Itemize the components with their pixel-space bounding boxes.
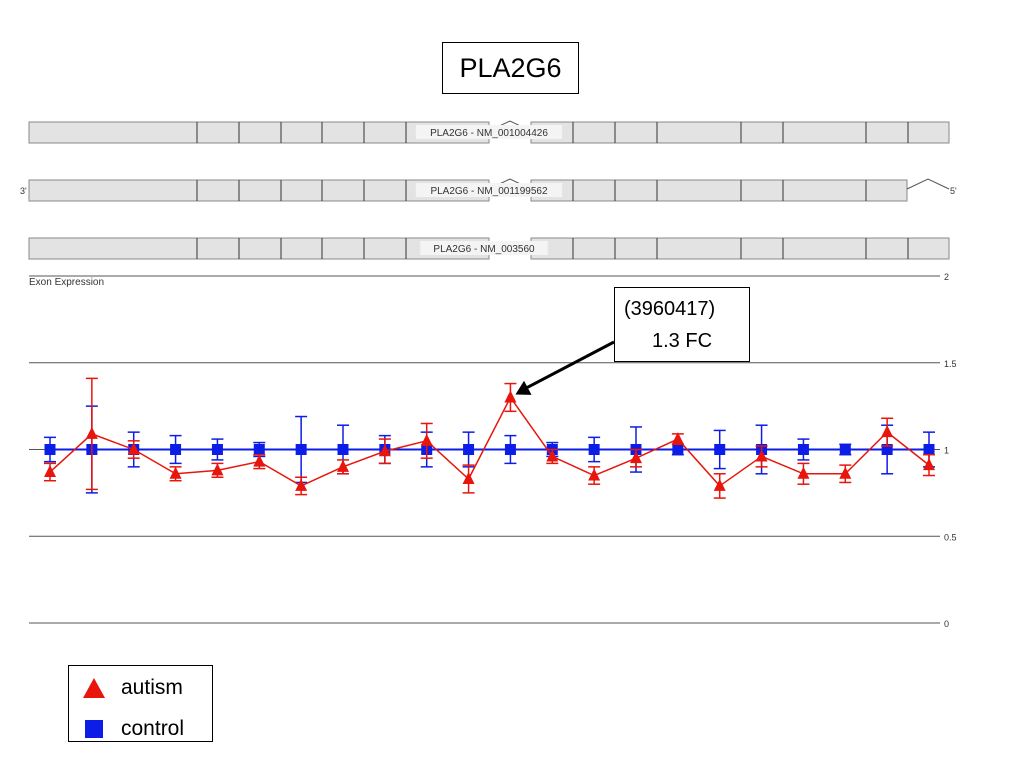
autism-point: [127, 442, 140, 455]
autism-point: [253, 454, 266, 467]
autism-point: [337, 459, 349, 472]
transcript-label: PLA2G6 - NM_001199562: [430, 186, 548, 197]
autism-point: [211, 463, 224, 476]
arrow-shaft: [524, 340, 615, 390]
gene-title: PLA2G6: [459, 52, 562, 83]
autism-point: [462, 471, 475, 484]
series-control: [44, 405, 935, 494]
autism-point: [713, 478, 726, 491]
intron-connector: [906, 178, 950, 190]
control-point: [295, 444, 307, 455]
arrow-head: [515, 380, 532, 395]
autism-point: [378, 444, 391, 457]
callout-probe-id: (3960417): [624, 298, 716, 320]
transcript-label-bg: [415, 183, 563, 197]
autism-point: [881, 425, 894, 438]
autism-point: [85, 426, 98, 439]
autism-line: [49, 396, 930, 487]
fold-change-callout: (3960417) 1.3 FC: [614, 287, 750, 362]
strand-end-label: 3': [20, 186, 27, 196]
autism-point: [295, 478, 308, 491]
exon-block: [28, 237, 490, 260]
exon-block: [530, 121, 950, 144]
y-tick-label: 1.5: [944, 359, 957, 369]
legend-item-autism: autism: [69, 673, 183, 703]
exon-expression-plot: Exon Expression 2 1.5 1 0.5 0: [29, 272, 957, 629]
control-point: [337, 444, 349, 455]
autism-point: [839, 466, 852, 479]
transcript-track: PLA2G6 - NM_001004426: [28, 120, 950, 144]
transcript-track: PLA2G6 - NM_003560: [28, 237, 950, 260]
legend-label-control: control: [121, 717, 185, 740]
gene-title-box: PLA2G6: [442, 42, 579, 94]
callout-fold-change: 1.3 FC: [652, 330, 713, 352]
legend: autism control: [68, 665, 213, 742]
triangle-marker-icon: [79, 673, 109, 703]
transcript-label: PLA2G6 - NM_003560: [433, 244, 535, 255]
transcript-tracks: PLA2G6 - NM_001004426 PLA2G6 - NM_0011995…: [20, 120, 957, 260]
control-point: [504, 444, 516, 455]
exon-block: [530, 179, 908, 202]
control-point: [253, 444, 265, 455]
control-point: [797, 444, 809, 455]
y-tick-label: 2: [944, 272, 949, 282]
autism-point: [797, 466, 810, 479]
autism-point: [588, 468, 601, 481]
control-point: [463, 444, 475, 455]
y-tick-label: 1: [944, 446, 949, 456]
plot-title: Exon Expression: [29, 277, 104, 288]
callout-arrow: [515, 340, 615, 395]
autism-point: [546, 449, 559, 462]
autism-point: [755, 449, 768, 462]
y-tick-label: 0: [944, 619, 949, 629]
exon-block: [530, 237, 950, 260]
control-point: [923, 444, 935, 455]
transcript-label-bg: [420, 241, 548, 255]
autism-point: [923, 458, 935, 471]
transcript-label-bg: [415, 125, 563, 139]
legend-label-autism: autism: [121, 676, 183, 699]
control-point: [211, 444, 223, 455]
autism-point: [630, 451, 642, 464]
transcript-track: PLA2G6 - NM_001199562 3' 5': [20, 178, 957, 202]
square-marker-icon: [79, 714, 109, 744]
strand-end-label: 5': [950, 186, 957, 196]
transcript-label: PLA2G6 - NM_001004426: [430, 128, 548, 139]
control-point: [170, 444, 182, 455]
legend-item-control: control: [69, 714, 184, 744]
y-tick-label: 0.5: [944, 532, 957, 542]
autism-point: [504, 390, 517, 403]
control-point: [881, 444, 893, 455]
autism-point: [671, 432, 684, 445]
control-point: [839, 444, 851, 455]
control-point: [588, 444, 600, 455]
autism-point: [44, 465, 56, 478]
series-autism: [44, 377, 935, 499]
control-point: [44, 444, 56, 455]
autism-point: [420, 433, 433, 446]
control-point: [714, 444, 726, 455]
autism-point: [169, 466, 182, 479]
control-point: [672, 444, 684, 455]
